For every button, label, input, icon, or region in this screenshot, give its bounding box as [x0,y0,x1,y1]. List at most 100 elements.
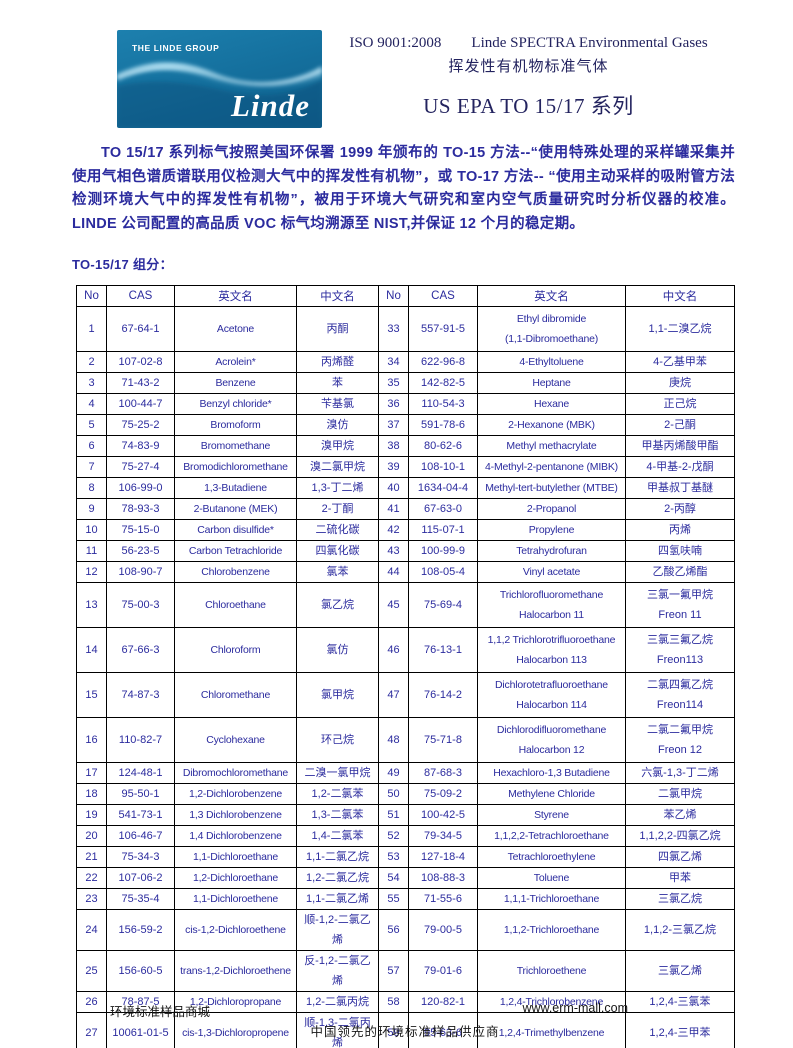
table-cell: Chloromethane [174,672,297,718]
column-header-cas: CAS [408,285,478,307]
column-header-no: No [378,285,409,307]
table-cell: 74-87-3 [106,672,175,718]
table-cell: 1 [76,306,107,352]
table-cell: Methylene Chloride [477,783,626,805]
table-cell: 108-90-7 [106,561,175,583]
logo-brand-wordmark: Linde [230,88,310,123]
table-cell: 48 [378,717,409,763]
table-cell: 1,3-丁二烯 [296,477,379,499]
table-cell: 13 [76,582,107,628]
table-cell: 10 [76,519,107,541]
page-title: US EPA TO 15/17 系列 [423,94,634,118]
table-cell: 38 [378,435,409,457]
table-cell: 1,4-二氯苯 [296,825,379,847]
table-cell: 溴二氯甲烷 [296,456,379,478]
footer-site-name: 环境标准样品商城 [110,1005,211,1019]
table-cell: 溴甲烷 [296,435,379,457]
table-cell: 87-68-3 [408,762,478,784]
table-cell: Styrene [477,804,626,826]
table-cell: 苯 [296,372,379,394]
table-row: 8 106-99-0 1,3-Butadiene 1,3-丁二烯 40 1634-04-4… [76,477,735,499]
table-cell: 106-99-0 [106,477,175,499]
table-cell: 75-35-4 [106,888,175,910]
table-row: 17 124-48-1 Dibromochloromethane 二溴一氯甲烷 49 87… [76,762,735,784]
table-cell: 52 [378,825,409,847]
table-row: 4 100-44-7 Benzyl chloride* 苄基氯 36 110-54-3 He… [76,393,735,415]
table-cell: 1,1-二氯乙烯 [296,888,379,910]
table-cell: 9 [76,498,107,520]
iso-certification-line: ISO 9001:2008 Linde SPECTRA Environmental… [322,35,735,52]
table-cell: 正己烷 [625,393,735,415]
components-table: No CAS 英文名 中文名 No CAS 英文名 中文名 1 67-64-1 Ac… [76,285,735,1048]
document-header: THE LINDE GROUP Linde ISO 9001:2008 Linde… [117,30,735,128]
table-cell: 35 [378,372,409,394]
table-cell: Carbon Tetrachloride [174,540,297,562]
table-cell: 20 [76,825,107,847]
table-cell: 79-01-6 [408,950,478,992]
table-cell: Chloroform [174,627,297,673]
table-cell: 1,2-二氯乙烷 [296,867,379,889]
page-footer: 环境标准样品商城 www.erm-mall.com 中国领先的环境标准样品供应商 [76,1001,734,1040]
table-cell: 丙烯醛 [296,351,379,373]
table-cell: 2-Butanone (MEK) [174,498,297,520]
intro-paragraph: TO 15/17 系列标气按照美国环保署 1999 年颁布的 TO-15 方法-… [72,145,735,232]
table-cell: 76-14-2 [408,672,478,718]
table-row: 3 71-43-2 Benzene 苯 35 142-82-5 Heptane 庚烷 [76,372,735,394]
table-cell: 75-27-4 [106,456,175,478]
table-cell: 107-06-2 [106,867,175,889]
table-cell: 142-82-5 [408,372,478,394]
column-header-no: No [76,285,107,307]
table-cell: 79-00-5 [408,909,478,951]
table-cell: 二溴一氯甲烷 [296,762,379,784]
table-row: 20 106-46-7 1,4 Dichlorobenzene 1,4-二氯苯 52 79… [76,825,735,847]
table-row: 16 110-82-7 Cyclohexane 环己烷 48 75-71-8 Dichlor… [76,717,735,763]
table-cell: 1,3 Dichlorobenzene [174,804,297,826]
table-cell: 47 [378,672,409,718]
table-cell: 42 [378,519,409,541]
table-cell: 苄基氯 [296,393,379,415]
table-cell: 25 [76,950,107,992]
table-cell: Hexane [477,393,626,415]
table-cell: 75-15-0 [106,519,175,541]
table-row: 24 156-59-2 cis-1,2-Dichloroethene 顺-1,2-二氯… [76,909,735,951]
table-cell: 2-Hexanone (MBK) [477,414,626,436]
table-cell: Ethyl dibromide (1,1-Dibromoethane) [477,306,626,352]
table-cell: Tetrachloroethylene [477,846,626,868]
table-cell: Chloroethane [174,582,297,628]
table-cell: 53 [378,846,409,868]
table-header-row: No CAS 英文名 中文名 No CAS 英文名 中文名 [76,285,735,307]
table-cell: 溴仿 [296,414,379,436]
table-cell: 54 [378,867,409,889]
table-cell: 2-丙醇 [625,498,735,520]
footer-top-row: 环境标准样品商城 www.erm-mall.com [76,1001,734,1020]
table-cell: 1,3-二氯苯 [296,804,379,826]
table-cell: 14 [76,627,107,673]
table-cell: 75-00-3 [106,582,175,628]
table-cell: 110-54-3 [408,393,478,415]
table-cell: 环己烷 [296,717,379,763]
footer-website-url: www.erm-mall.com [522,1001,628,1015]
table-cell: 107-02-8 [106,351,175,373]
table-cell: 6 [76,435,107,457]
table-cell: 4 [76,393,107,415]
footer-slogan: 中国领先的环境标准样品供应商 [310,1025,500,1039]
column-header-chinese-name: 中文名 [296,285,379,307]
table-cell: 156-59-2 [106,909,175,951]
table-cell: 108-10-1 [408,456,478,478]
table-cell: 顺-1,2-二氯乙烯 [296,909,379,951]
table-row: 6 74-83-9 Bromomethane 溴甲烷 38 80-62-6 Methyl m… [76,435,735,457]
table-row: 18 95-50-1 1,2-Dichlorobenzene 1,2-二氯苯 50 75-… [76,783,735,805]
table-cell: 75-34-3 [106,846,175,868]
table-cell: Heptane [477,372,626,394]
table-cell: 50 [378,783,409,805]
table-cell: 六氯-1,3-丁二烯 [625,762,735,784]
column-header-english-name: 英文名 [477,285,626,307]
table-cell: 庚烷 [625,372,735,394]
table-cell: 56-23-5 [106,540,175,562]
header-title-block: ISO 9001:2008 Linde SPECTRA Environmental… [322,30,735,128]
column-header-english-name: 英文名 [174,285,297,307]
table-cell: 106-46-7 [106,825,175,847]
table-row: 25 156-60-5 trans-1,2-Dichloroethene 反-1,2-… [76,950,735,992]
table-cell: 8 [76,477,107,499]
table-cell: 三氯乙烯 [625,950,735,992]
